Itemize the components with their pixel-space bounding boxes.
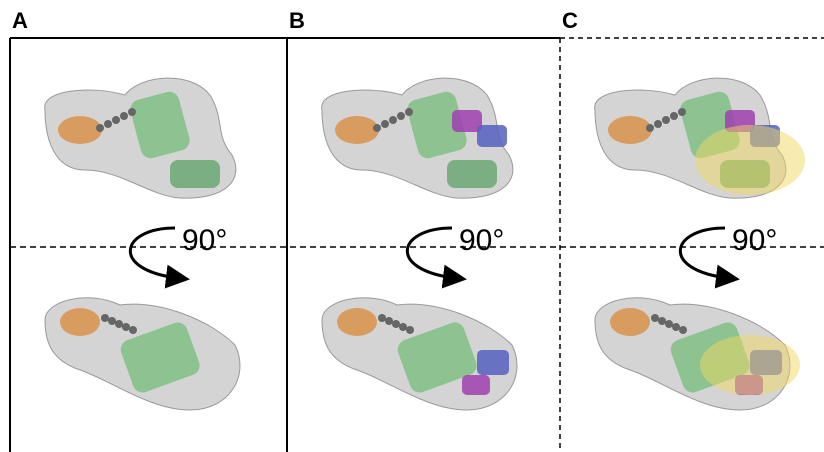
bead: [399, 323, 407, 331]
rotation-arrow: [407, 228, 455, 278]
bead: [129, 326, 137, 334]
bead: [101, 314, 109, 322]
figure: A 90° B 90° C 90°: [0, 0, 824, 452]
bead: [96, 124, 104, 132]
bead: [104, 120, 112, 128]
bead: [662, 116, 670, 124]
rotation-arrow: [130, 228, 178, 278]
domain-orange: [337, 308, 377, 336]
rotation-arrow: [680, 228, 728, 278]
domain-orange: [335, 116, 379, 144]
bead: [678, 108, 686, 116]
bead: [392, 320, 400, 328]
bead: [120, 112, 128, 120]
bead: [651, 314, 659, 322]
panel: A 90°: [12, 8, 240, 410]
domain-blue: [477, 125, 507, 147]
bead: [654, 120, 662, 128]
bead: [679, 326, 687, 334]
rotation-label: 90°: [732, 224, 777, 257]
domain-purple: [462, 375, 490, 395]
bead: [112, 116, 120, 124]
rotation-label: 90°: [459, 224, 504, 257]
bead: [389, 116, 397, 124]
bead: [373, 124, 381, 132]
bead: [378, 314, 386, 322]
bead: [672, 323, 680, 331]
domain-green: [170, 160, 220, 188]
domain-blue: [477, 350, 509, 375]
bead: [128, 108, 136, 116]
bead: [397, 112, 405, 120]
domain-orange: [610, 308, 650, 336]
rotation-label: 90°: [182, 224, 227, 257]
bead: [381, 120, 389, 128]
bead: [122, 323, 130, 331]
panel: C 90°: [562, 8, 805, 410]
panel: B 90°: [289, 8, 517, 410]
bead: [665, 320, 673, 328]
bead: [108, 317, 116, 325]
bead: [658, 317, 666, 325]
domain-green: [447, 160, 497, 188]
domain-orange: [60, 308, 100, 336]
bead: [646, 124, 654, 132]
bead: [406, 326, 414, 334]
bead: [385, 317, 393, 325]
domain-orange: [58, 116, 102, 144]
page: A90°B90°C90° (() => { const data = JSON.…: [0, 0, 824, 452]
bead: [405, 108, 413, 116]
panel-label: B: [289, 8, 305, 33]
bead: [670, 112, 678, 120]
domain-orange: [608, 116, 652, 144]
yellow-surface: [695, 125, 805, 195]
panel-label: A: [12, 8, 28, 33]
bead: [115, 320, 123, 328]
yellow-surface: [700, 335, 800, 395]
panel-label: C: [562, 8, 578, 33]
